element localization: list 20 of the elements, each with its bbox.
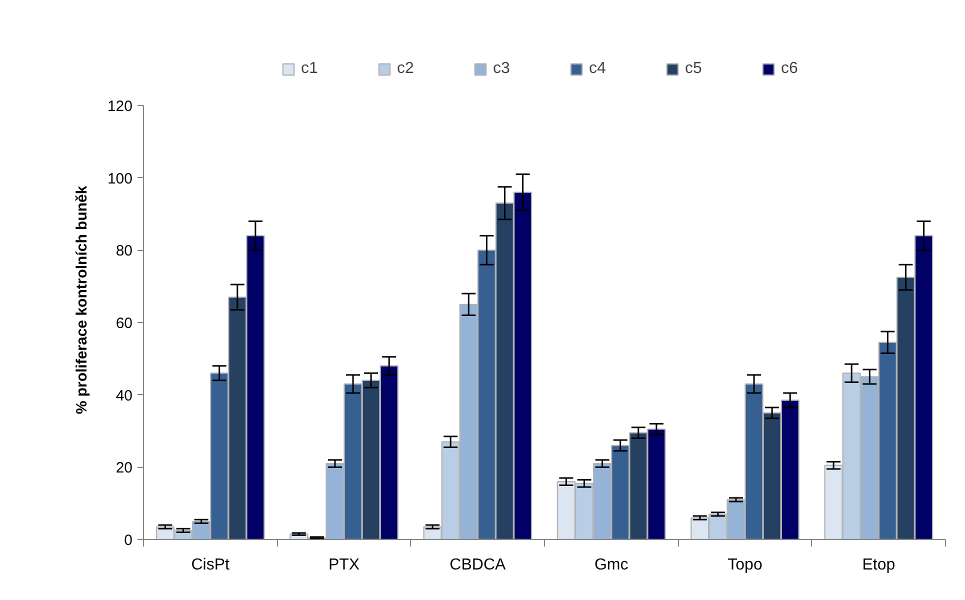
legend-label: c5 xyxy=(685,60,703,78)
x-tick-label: PTX xyxy=(328,556,360,574)
x-tick-label: CisPt xyxy=(191,556,230,574)
y-tick-label: 100 xyxy=(107,170,133,188)
y-tick-label: 40 xyxy=(116,387,133,404)
x-tick-label: Gmc xyxy=(594,556,628,574)
legend-label: c1 xyxy=(301,60,319,78)
legend-label: c3 xyxy=(493,60,511,78)
x-tick-label: Topo xyxy=(728,556,762,574)
legend-label: c2 xyxy=(397,60,415,78)
y-axis-title: % proliferace kontrolních buněk xyxy=(73,185,90,414)
y-tick-label: 20 xyxy=(116,460,133,477)
legend-label: c4 xyxy=(589,60,607,78)
legend-label: c6 xyxy=(781,60,799,78)
y-tick-label: 0 xyxy=(124,532,132,549)
y-tick-label: 80 xyxy=(116,242,133,260)
y-tick-label: 120 xyxy=(107,98,133,115)
x-tick-label: Etop xyxy=(862,556,896,574)
y-tick-label: 60 xyxy=(116,315,133,332)
x-tick-label: CBDCA xyxy=(450,556,506,574)
